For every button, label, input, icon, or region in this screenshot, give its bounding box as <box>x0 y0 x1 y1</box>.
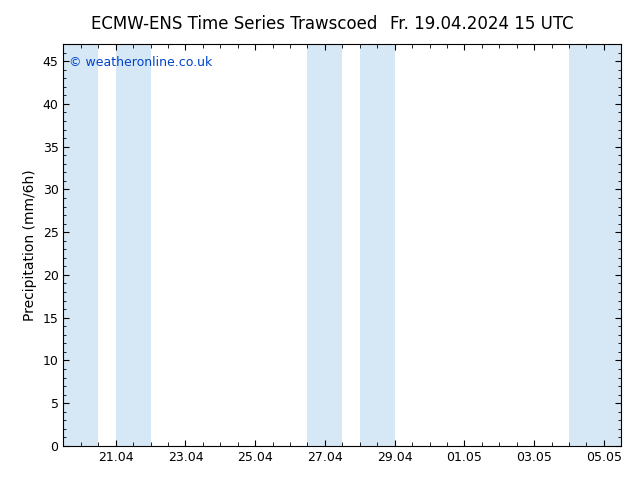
Text: © weatheronline.co.uk: © weatheronline.co.uk <box>69 56 212 69</box>
Bar <box>569 44 621 446</box>
Text: ECMW-ENS Time Series Trawscoed: ECMW-ENS Time Series Trawscoed <box>91 15 378 33</box>
Bar <box>115 44 150 446</box>
Bar <box>307 44 342 446</box>
Text: Fr. 19.04.2024 15 UTC: Fr. 19.04.2024 15 UTC <box>390 15 574 33</box>
Y-axis label: Precipitation (mm/6h): Precipitation (mm/6h) <box>23 169 37 321</box>
Bar <box>63 44 98 446</box>
Bar <box>359 44 394 446</box>
